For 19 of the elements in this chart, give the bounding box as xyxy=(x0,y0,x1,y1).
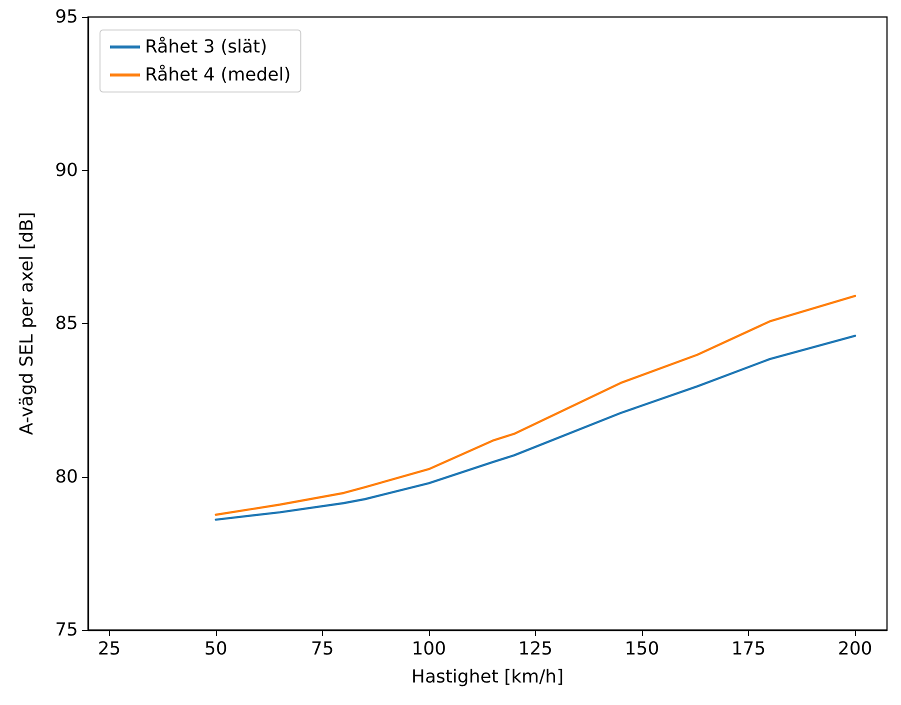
y-tick-label: 85 xyxy=(55,313,78,334)
line-series xyxy=(214,294,856,516)
y-tick-label: 95 xyxy=(55,6,78,28)
y-axis-title: A-vägd SEL per axel [dB] xyxy=(16,212,38,436)
x-tick-label: 200 xyxy=(838,638,872,660)
x-tick-label: 150 xyxy=(624,638,660,660)
y-tick-label: 75 xyxy=(55,620,78,640)
legend-label: Råhet 4 (medel) xyxy=(145,64,291,86)
x-tick-label: 125 xyxy=(518,638,553,660)
line-series xyxy=(214,334,856,521)
y-tick-label: 90 xyxy=(55,160,78,181)
legend-label: Råhet 3 (slät) xyxy=(145,36,268,58)
x-tick-label: 100 xyxy=(412,638,446,660)
x-tick-label: 175 xyxy=(731,638,766,660)
x-tick-label: 25 xyxy=(98,638,121,660)
x-tick-label: 50 xyxy=(204,638,228,660)
x-tick-label: 75 xyxy=(310,638,334,660)
x-axis-title: Hastighet [km/h] xyxy=(411,666,564,688)
y-tick-label: 80 xyxy=(55,466,78,488)
